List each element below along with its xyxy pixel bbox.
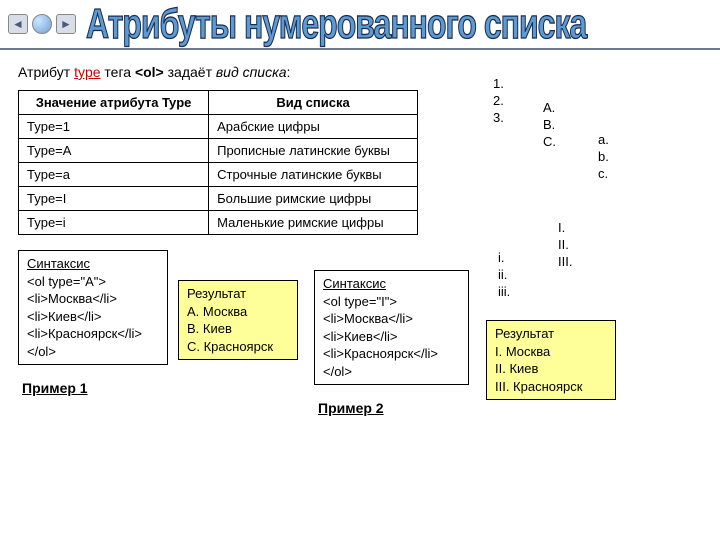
code-line: A. Москва [187, 304, 247, 319]
intro-suffix: задаёт [164, 64, 216, 80]
result1-title: Результат [187, 286, 246, 301]
intro-end: : [286, 64, 290, 80]
mini-upA: A.B.C. [543, 100, 556, 151]
code-line: <li>Москва</li> [27, 291, 117, 306]
mini-item: 3. [493, 110, 504, 127]
table-cell: Type=a [19, 163, 209, 187]
mini-item: ii. [498, 267, 510, 284]
intro-prefix: Атрибут [18, 64, 74, 80]
code-line: <li>Киев</li> [323, 329, 398, 344]
table-row: Type=AПрописные латинские буквы [19, 139, 418, 163]
table-cell: Строчные латинские буквы [209, 163, 418, 187]
mini-item: a. [598, 132, 609, 149]
table-row: Type=iМаленькие римские цифры [19, 211, 418, 235]
main-wrap: Значение атрибута Type Вид списка Type=1… [18, 90, 702, 235]
table-cell: Type=1 [19, 115, 209, 139]
syntax1-title: Синтаксис [27, 256, 90, 271]
table-cell: Type=i [19, 211, 209, 235]
mini-item: 2. [493, 93, 504, 110]
code-line: III. Красноярск [495, 379, 582, 394]
code-line: <li>Красноярск</li> [27, 326, 142, 341]
table-cell: Прописные латинские буквы [209, 139, 418, 163]
table-row: Type=IБольшие римские цифры [19, 187, 418, 211]
code-line: </ol> [27, 344, 56, 359]
mini-loi: i.ii.iii. [498, 250, 510, 301]
nav-home-icon[interactable] [32, 14, 52, 34]
intro-italic: вид списка [216, 64, 287, 80]
code-line: </ol> [323, 364, 352, 379]
syntax2-box: Синтаксис <ol type="I"> <li>Москва</li> <l… [314, 270, 469, 385]
mini-num: 1.2.3. [493, 76, 504, 127]
result2-box: Результат I. Москва II. Киев III. Краснояр… [486, 320, 616, 400]
table-cell: Большие римские цифры [209, 187, 418, 211]
table-header-row: Значение атрибута Type Вид списка [19, 91, 418, 115]
code-line: <li>Киев</li> [27, 309, 102, 324]
code-line: <ol type="A"> [27, 274, 106, 289]
code-line: <ol type="I"> [323, 294, 397, 309]
mini-item: b. [598, 149, 609, 166]
syntax2-title: Синтаксис [323, 276, 386, 291]
intro-keyword: type [74, 64, 100, 80]
code-line: <li>Москва</li> [323, 311, 413, 326]
table-header: Вид списка [209, 91, 418, 115]
nav-buttons: ◄ ► [8, 14, 76, 34]
mini-item: I. [558, 220, 572, 237]
mini-item: C. [543, 134, 556, 151]
mini-upI: I.II.III. [558, 220, 572, 271]
type-table: Значение атрибута Type Вид списка Type=1… [18, 90, 418, 235]
example1-label: Пример 1 [22, 380, 88, 396]
mini-item: A. [543, 100, 556, 117]
intro-tag: <ol> [135, 64, 164, 80]
table-row: Type=1Арабские цифры [19, 115, 418, 139]
example2-label: Пример 2 [318, 400, 384, 416]
title-bar: ◄ ► Атрибуты нумерованного списка [0, 0, 720, 50]
code-line: C. Красноярск [187, 339, 273, 354]
mini-item: B. [543, 117, 556, 134]
mini-item: 1. [493, 76, 504, 93]
table-row: Type=aСтрочные латинские буквы [19, 163, 418, 187]
code-line: I. Москва [495, 344, 550, 359]
nav-back-icon[interactable]: ◄ [8, 14, 28, 34]
result1-box: Результат A. Москва B. Киев C. Красноярск [178, 280, 298, 360]
content-area: Атрибут type тега <ol> задаёт вид списка… [0, 50, 720, 245]
mini-item: III. [558, 254, 572, 271]
mini-item: II. [558, 237, 572, 254]
table-cell: Арабские цифры [209, 115, 418, 139]
table-cell: Type=I [19, 187, 209, 211]
syntax1-box: Синтаксис <ol type="A"> <li>Москва</li> <l… [18, 250, 168, 365]
nav-fwd-icon[interactable]: ► [56, 14, 76, 34]
mini-item: c. [598, 166, 609, 183]
code-line: II. Киев [495, 361, 538, 376]
code-line: B. Киев [187, 321, 232, 336]
table-cell: Type=A [19, 139, 209, 163]
mini-item: iii. [498, 284, 510, 301]
page-title: Атрибуты нумерованного списка [86, 0, 586, 48]
mini-loa: a.b.c. [598, 132, 609, 183]
table-header: Значение атрибута Type [19, 91, 209, 115]
table-cell: Маленькие римские цифры [209, 211, 418, 235]
mini-item: i. [498, 250, 510, 267]
result2-title: Результат [495, 326, 554, 341]
intro-text: Атрибут type тега <ol> задаёт вид списка… [18, 64, 702, 80]
intro-middle: тега [101, 64, 135, 80]
code-line: <li>Красноярск</li> [323, 346, 438, 361]
